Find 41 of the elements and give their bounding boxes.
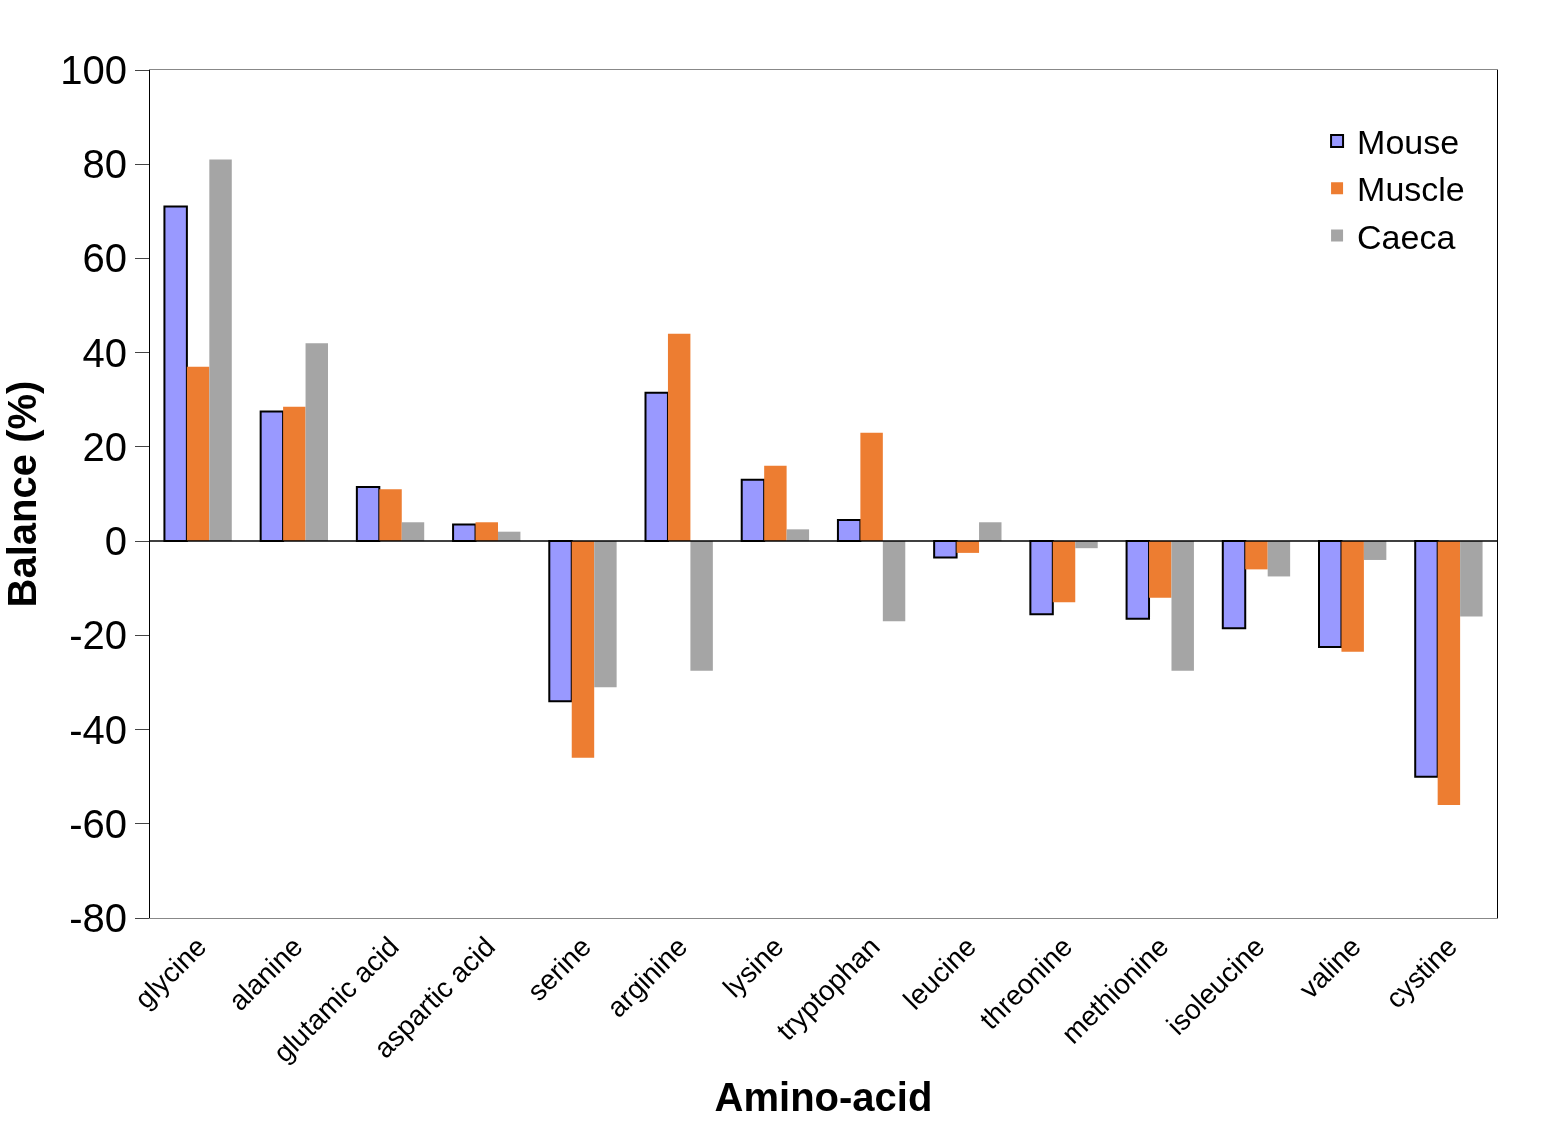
y-tick-label: 80 [82, 142, 127, 187]
bar [283, 406, 306, 542]
legend-label: Caeca [1357, 217, 1456, 256]
bar [1245, 541, 1268, 570]
bar [1341, 541, 1364, 652]
bar [1363, 541, 1387, 560]
bar [209, 159, 232, 542]
bar [594, 541, 617, 688]
bar [667, 333, 691, 542]
bar [1460, 541, 1483, 617]
bar [860, 432, 883, 542]
bar [401, 522, 425, 542]
bar [1437, 541, 1461, 805]
x-axis-title: Amino-acid [714, 1074, 933, 1119]
y-tick-label: 60 [82, 236, 127, 281]
bar [690, 541, 713, 671]
bar [1052, 541, 1076, 603]
y-tick-label: -40 [69, 707, 127, 752]
legend-label: Mouse [1357, 123, 1460, 162]
bar [786, 529, 810, 542]
bar [475, 522, 498, 542]
y-tick-label: 0 [104, 519, 127, 564]
bar [571, 541, 595, 758]
y-tick-label: -80 [69, 896, 127, 940]
bar [305, 343, 328, 542]
bar [979, 522, 1002, 542]
y-tick-label: 100 [60, 48, 127, 92]
y-tick-label: -60 [69, 801, 127, 846]
bar [764, 465, 787, 542]
bar [1267, 541, 1291, 577]
bar [186, 366, 210, 542]
legend-label: Muscle [1357, 170, 1465, 209]
bar [1171, 541, 1194, 671]
y-tick-label: -20 [69, 613, 127, 658]
bar [956, 541, 980, 553]
y-tick-label: 20 [82, 424, 127, 469]
bar [1149, 541, 1172, 598]
y-axis-title: Balance (%) [0, 380, 44, 608]
bar [379, 489, 402, 542]
y-tick-label: 40 [82, 330, 127, 375]
bar [882, 541, 906, 622]
